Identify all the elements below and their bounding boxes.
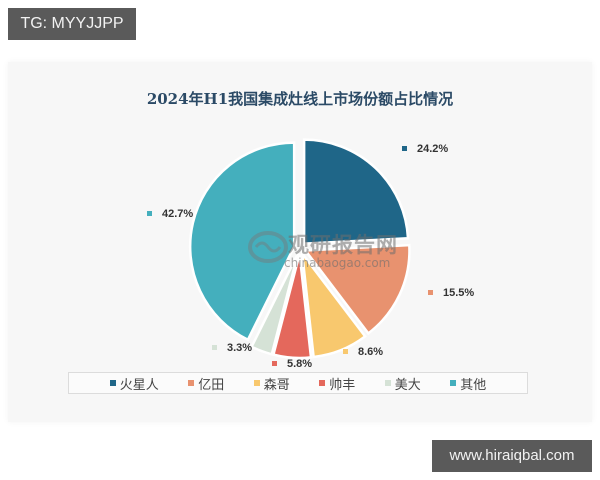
data-label: 24.2% xyxy=(402,143,448,155)
label-value: 3.3% xyxy=(227,342,253,354)
label-value: 24.2% xyxy=(417,143,449,155)
pie-slice-1 xyxy=(303,243,411,336)
label-value: 8.6% xyxy=(358,346,384,358)
watermark-url: chinabaogao.com xyxy=(284,256,391,270)
pie-slice-4 xyxy=(249,253,300,356)
label-marker-icon xyxy=(272,360,277,366)
watermark-name: 观研报告网 xyxy=(288,233,398,257)
legend-item-5: 其他 xyxy=(450,374,486,393)
data-label: 42.7% xyxy=(147,208,193,220)
legend: 火星人 亿田 森哥 帅丰 美大 其他 xyxy=(68,372,528,394)
label-marker-icon xyxy=(147,210,152,216)
label-value: 5.8% xyxy=(287,358,313,370)
legend-swatch-icon xyxy=(384,380,391,386)
legend-item-4: 美大 xyxy=(384,374,421,393)
label-marker-icon xyxy=(343,348,348,354)
legend-label: 火星人 xyxy=(119,377,159,393)
label-marker-icon xyxy=(402,145,407,151)
legend-item-3: 帅丰 xyxy=(319,374,355,393)
tg-badge: TG: MYYJJPP xyxy=(8,8,136,40)
legend-label: 其他 xyxy=(460,377,487,393)
label-value: 42.7% xyxy=(162,208,194,220)
pie-slice-3 xyxy=(271,253,313,360)
legend-label: 亿田 xyxy=(198,377,225,393)
pie-slice-0 xyxy=(302,138,410,245)
label-value: 15.5% xyxy=(443,287,475,299)
pie-slice-5 xyxy=(188,141,296,342)
legend-swatch-icon xyxy=(253,380,260,386)
data-label: 5.8% xyxy=(272,358,312,370)
legend-item-1: 亿田 xyxy=(188,374,224,393)
legend-label: 美大 xyxy=(394,377,421,393)
chart-panel xyxy=(8,62,592,422)
legend-swatch-icon xyxy=(109,380,116,386)
data-label: 3.3% xyxy=(212,342,252,354)
legend-item-2: 森哥 xyxy=(253,374,290,393)
watermark-logo-icon xyxy=(248,230,288,268)
legend-swatch-icon xyxy=(450,380,457,386)
legend-label: 森哥 xyxy=(263,377,290,393)
legend-swatch-icon xyxy=(319,380,326,386)
data-label: 15.5% xyxy=(428,287,474,299)
chart-title: 2024年H1我国集成灶线上市场份额占比情况 xyxy=(146,90,454,108)
site-badge: www.hiraiqbal.com xyxy=(432,440,592,472)
label-marker-icon xyxy=(212,344,217,350)
legend-item-0: 火星人 xyxy=(109,374,159,393)
legend-swatch-icon xyxy=(188,380,195,386)
pie-slice-2 xyxy=(300,249,367,359)
legend-label: 帅丰 xyxy=(329,377,356,393)
label-marker-icon xyxy=(428,289,433,295)
data-label: 8.6% xyxy=(343,346,383,358)
